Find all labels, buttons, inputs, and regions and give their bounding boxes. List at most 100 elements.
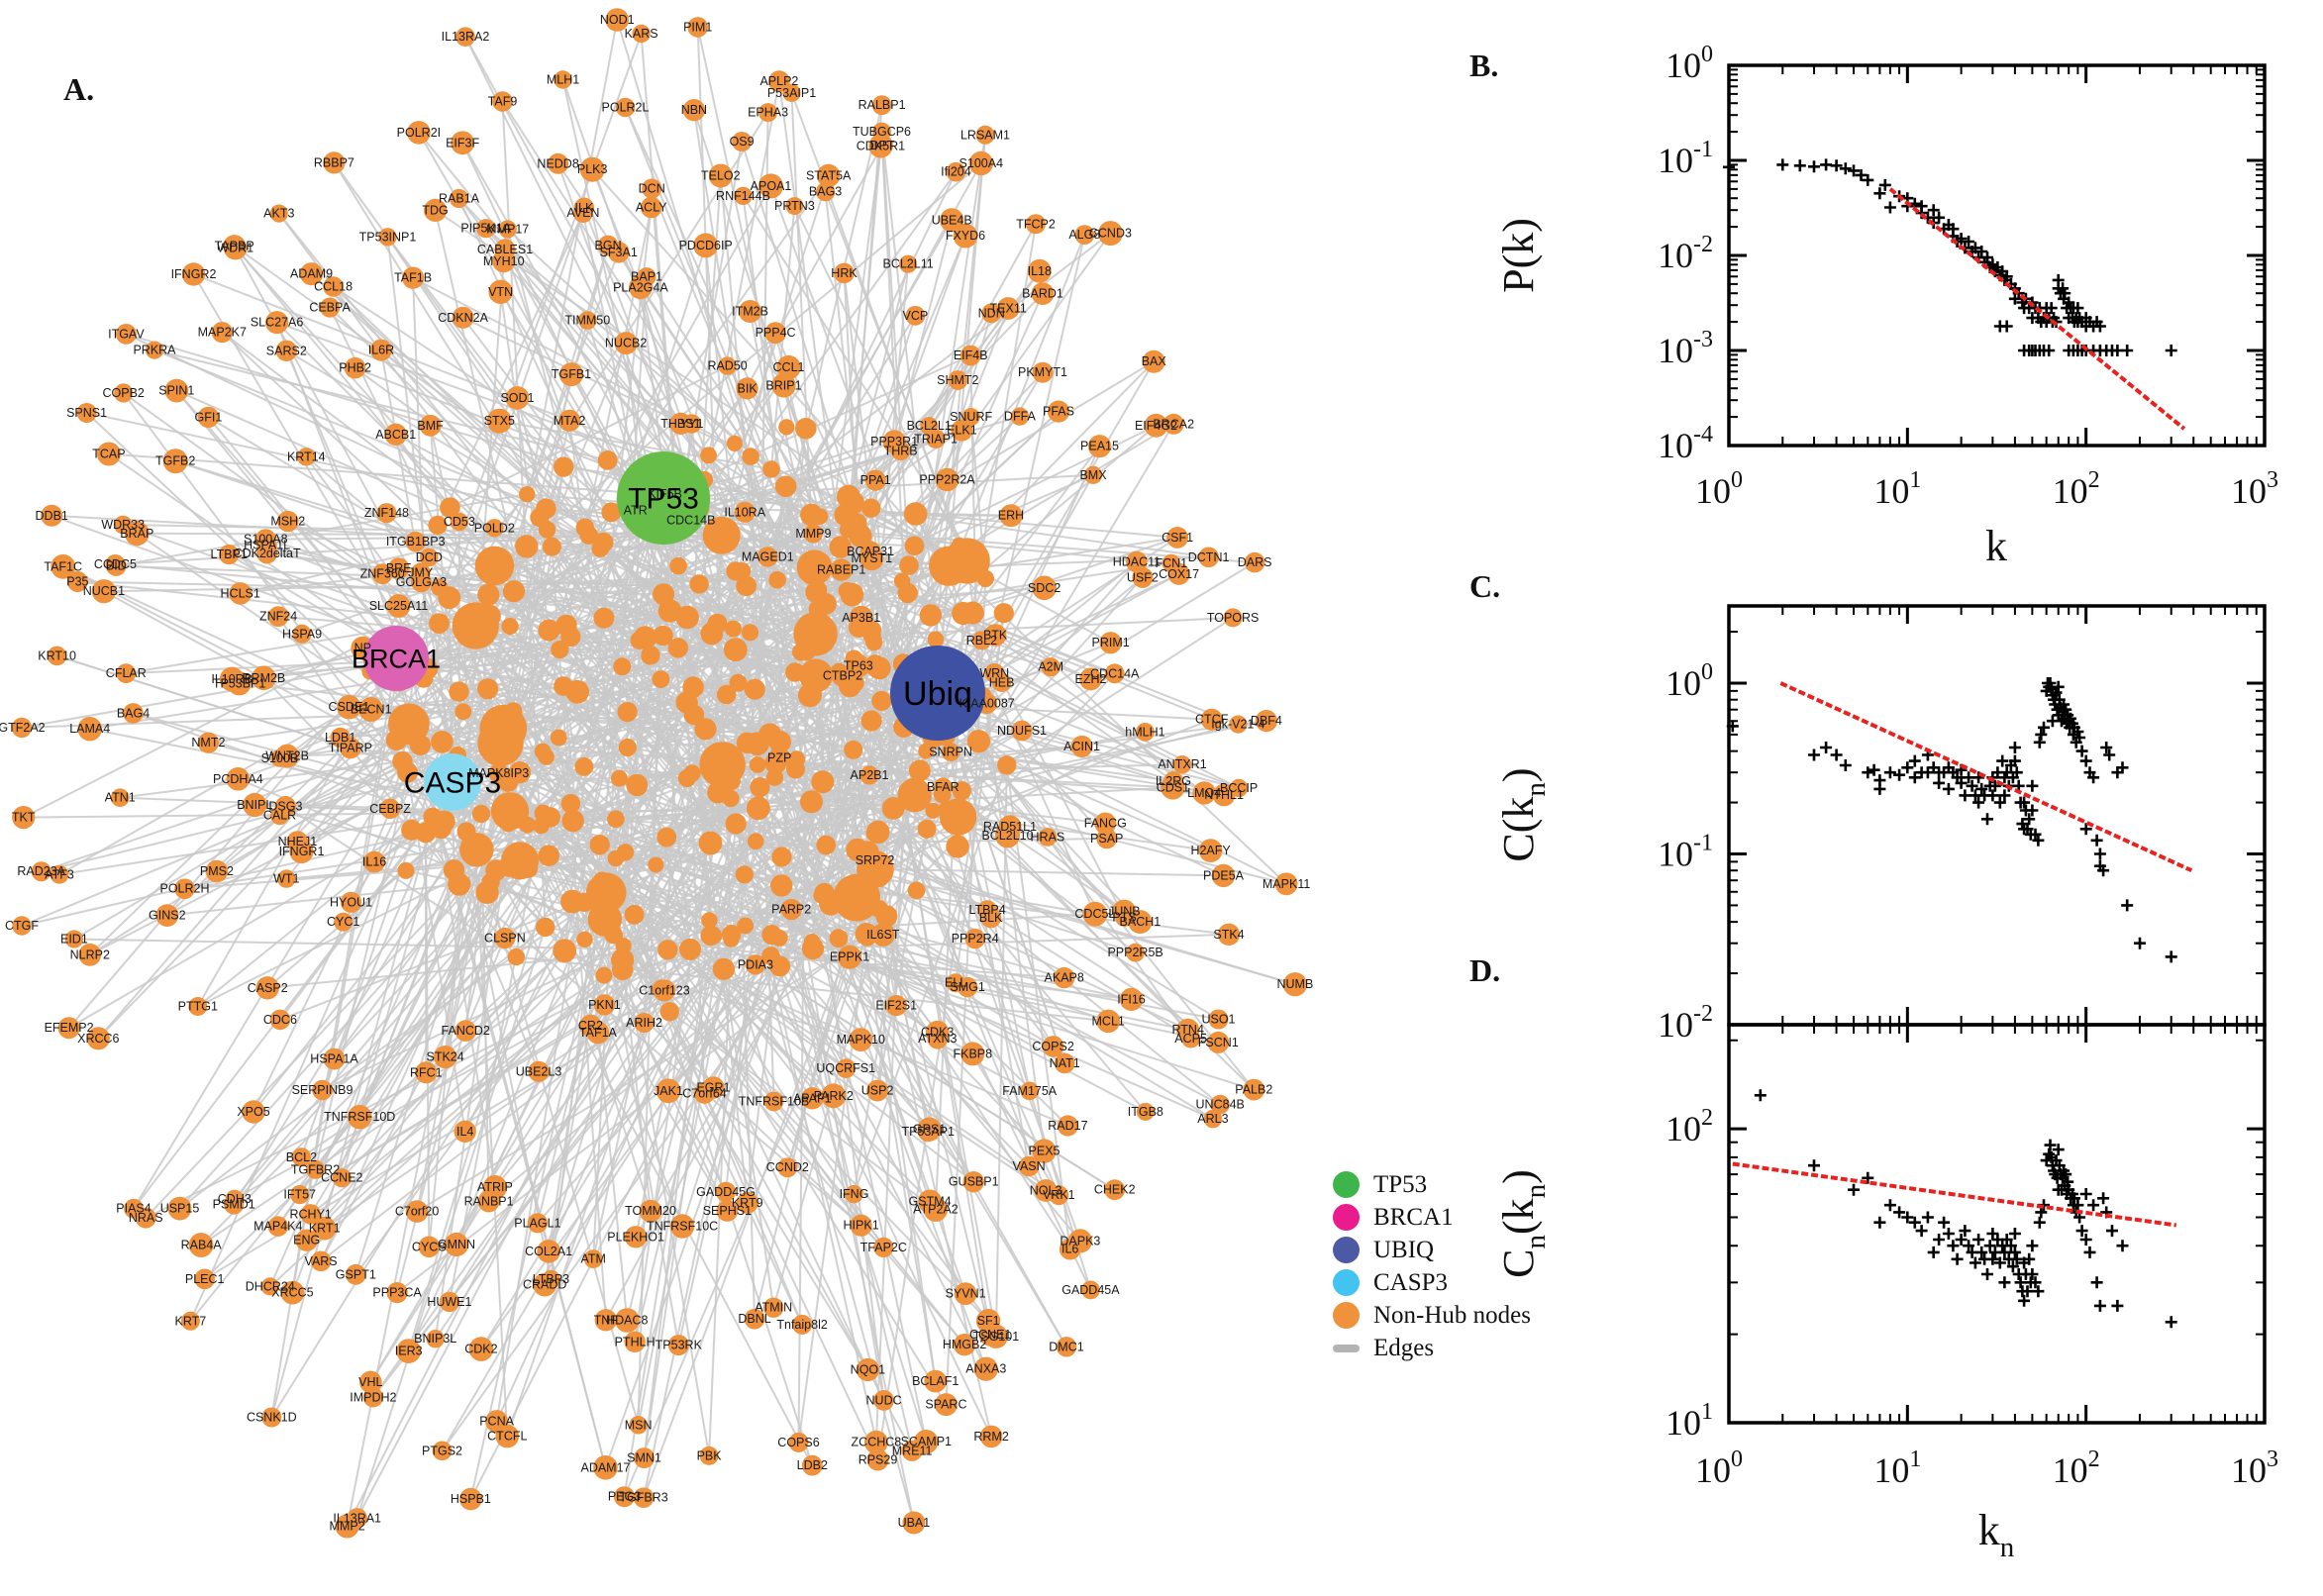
network-edge: [793, 205, 960, 547]
network-edge: [506, 988, 663, 1437]
network-node: [734, 501, 756, 523]
network-node: [11, 717, 33, 739]
network-node: [78, 943, 102, 966]
network-node: [1096, 1009, 1120, 1034]
network-node-label: TIPARP: [329, 742, 372, 755]
network-node-label: ILK: [575, 201, 594, 215]
network-edge: [56, 654, 782, 887]
network-node-label: BCCIP: [1220, 781, 1258, 795]
network-node-label: JAK1: [654, 1084, 683, 1098]
network-node: [864, 1430, 888, 1454]
network-node-label: AKAP8: [1045, 971, 1084, 985]
network-edge: [86, 412, 815, 569]
network-node: [788, 1432, 809, 1452]
network-node: [1142, 349, 1165, 373]
network-node: [468, 1337, 494, 1361]
network-node: [591, 540, 610, 557]
network-node-label: SOD1: [500, 391, 534, 405]
network-node: [881, 797, 905, 820]
network-node: [502, 580, 526, 603]
network-node: [700, 447, 717, 464]
network-node: [219, 666, 245, 692]
network-edge: [611, 511, 1171, 564]
panel-b-point: [2121, 345, 2134, 356]
panel-b-point: [1723, 160, 1735, 173]
network-node-label: MAPK10: [837, 1033, 885, 1047]
network-node: [194, 1268, 215, 1290]
network-edge: [77, 580, 664, 596]
network-node-label: TOPORS: [1207, 611, 1260, 625]
network-node: [981, 303, 1002, 324]
network-node: [954, 1282, 977, 1306]
network-edge: [778, 710, 925, 967]
network-node-label: TUBGCP6: [853, 125, 911, 139]
network-node-label: CDK3: [921, 1026, 954, 1040]
network-node: [712, 957, 736, 980]
network-node-label: THBS1: [660, 417, 700, 431]
network-node: [741, 624, 759, 642]
panel-b-point: [2093, 320, 2106, 333]
network-node-label: ATM: [580, 1252, 605, 1266]
network-node-label: IFNGR2: [171, 267, 217, 281]
network-node: [181, 262, 206, 286]
network-node-label: TNFRSF10B: [739, 1095, 810, 1109]
network-node: [1126, 550, 1148, 573]
panel-letter-c: C.: [1469, 568, 1501, 604]
network-node-label: MMP9: [795, 527, 831, 541]
network-node: [536, 917, 556, 938]
network-node-label: MTA2: [554, 414, 585, 428]
network-node-label: FXYD6: [946, 229, 985, 243]
network-node-label: WRN: [979, 666, 1009, 680]
network-node: [683, 704, 705, 726]
network-node-label: PRTN3: [774, 199, 815, 213]
legend-item-tp53: TP53: [1333, 1168, 1531, 1201]
network-edge: [548, 585, 748, 1252]
network-node: [611, 769, 628, 787]
network-node: [474, 546, 515, 586]
network-node-label: IL18: [1028, 264, 1052, 278]
panel-c-point: [1862, 766, 1874, 779]
network-node-label: CD53: [444, 515, 475, 529]
panel-d-point: [2111, 1299, 2124, 1312]
network-edge: [935, 638, 1183, 766]
network-node: [1207, 1031, 1230, 1053]
network-node: [290, 1185, 310, 1205]
panel-c-point: [2026, 779, 2039, 792]
network-edge: [663, 527, 687, 991]
panel-d-point: [1754, 1089, 1767, 1102]
network-node: [66, 571, 88, 592]
network-node-label: MAPK8IP3: [468, 766, 529, 780]
network-node: [624, 1331, 646, 1353]
network-node: [796, 549, 833, 586]
network-node: [858, 929, 876, 947]
panel-c-point: [2093, 848, 2106, 860]
network-node: [927, 631, 945, 648]
network-node: [114, 383, 134, 403]
network-node: [476, 219, 496, 239]
network-node-label: DPT: [870, 139, 895, 152]
network-node: [91, 579, 116, 604]
panel-d-point: [1942, 1228, 1955, 1240]
network-node-label: KARS: [625, 27, 658, 41]
network-node-label: TAF1A: [579, 1026, 618, 1040]
network-node: [722, 925, 742, 945]
network-node: [419, 414, 442, 437]
network-node: [267, 606, 289, 627]
panel-c-point: [1873, 782, 1886, 795]
network-edge: [275, 322, 454, 783]
network-node-label: SDC2: [1028, 581, 1060, 595]
network-node-label: GMNN: [438, 1238, 475, 1251]
network-node: [953, 1334, 976, 1356]
network-node-label: S100A8: [244, 533, 288, 547]
network-node-label: RAD23A: [17, 864, 65, 878]
legend-item-label: Non-Hub nodes: [1373, 1301, 1532, 1329]
network-node: [449, 188, 469, 209]
panel-b-point: [1963, 236, 1975, 248]
network-node-label: BCL2L11: [882, 257, 933, 271]
network-node-label: SLC27A6: [251, 316, 304, 330]
panel-d-xtick-label: 101: [1873, 1446, 1921, 1490]
network-node: [632, 24, 651, 44]
network-node-label: IL6: [1061, 1243, 1078, 1256]
network-edge: [820, 895, 885, 1401]
network-node-label: EIF4G2: [1135, 419, 1177, 433]
